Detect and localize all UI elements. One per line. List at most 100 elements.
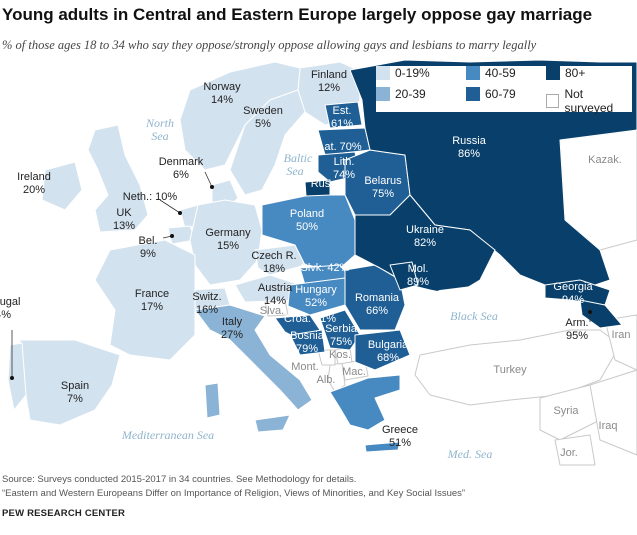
- country-iran: [604, 314, 637, 371]
- chart-title: Young adults in Central and Eastern Euro…: [2, 5, 593, 24]
- legend-item: 40-59: [466, 66, 516, 80]
- country-uk: [87, 124, 149, 233]
- legend-swatch: [466, 66, 480, 80]
- value-mol: 89%: [407, 276, 429, 288]
- label-uk: UK: [116, 207, 132, 219]
- country-estonia: [324, 101, 363, 129]
- footer-report: “Eastern and Western Europeans Differ on…: [2, 488, 466, 499]
- country-germany: [189, 199, 263, 286]
- label-lat: Lat. 70%: [318, 141, 362, 153]
- label-bel: Bel.: [139, 235, 158, 247]
- value-ireland: 20%: [23, 184, 45, 196]
- country-moldova: [389, 261, 419, 291]
- country-spain: [19, 339, 121, 426]
- label-austria: Austria: [258, 282, 293, 294]
- country-sicily: [254, 414, 291, 433]
- label-serbia: Serbia: [325, 323, 358, 335]
- legend-label: 40-59: [485, 66, 516, 80]
- value-arm: 95%: [566, 330, 588, 342]
- label-croa: Croa. 61%: [284, 313, 336, 325]
- country-france: [94, 239, 196, 361]
- country-crete: [364, 441, 401, 453]
- country-ireland: [41, 161, 83, 211]
- value-czechr: 18%: [263, 263, 285, 275]
- label-belarus: Belarus: [364, 175, 402, 187]
- country-ukraine: [354, 194, 496, 296]
- legend-swatch: [546, 66, 560, 80]
- value-denmark: 6%: [173, 169, 189, 181]
- label-sweden: Sweden: [243, 105, 283, 117]
- country-hungary: [287, 277, 346, 316]
- value-finland: 12%: [318, 82, 340, 94]
- label-switz: Switz.: [192, 291, 221, 303]
- value-sweden: 5%: [255, 118, 271, 130]
- label-georgia: Georgia: [553, 281, 593, 293]
- value-romania: 66%: [366, 305, 388, 317]
- country-bosnia: [289, 329, 326, 356]
- legend-swatch: [376, 66, 390, 80]
- label-spain: Spain: [61, 380, 89, 392]
- value-belarus: 75%: [372, 188, 394, 200]
- legend: 0-19% 40-59 80+ 20-39 60-79 Not surveyed: [376, 66, 632, 115]
- value-est: 61%: [331, 118, 353, 130]
- value-switz: 16%: [196, 304, 218, 316]
- sea-label-north-sea-1: North: [145, 116, 174, 130]
- label-slvk: Slvk. 42%: [301, 262, 350, 274]
- value-germany: 15%: [217, 240, 239, 252]
- value-russia: 86%: [458, 148, 480, 160]
- label-ukraine: Ukraine: [406, 224, 444, 236]
- country-armenia: [579, 299, 623, 329]
- sea-label-baltic-2: Sea: [286, 164, 303, 178]
- value-uk: 13%: [113, 220, 135, 232]
- not-surveyed-labels: Kazak. Slva. Kos. Mont.Alb. Mac. Turkey Syria I…: [260, 154, 631, 459]
- legend-swatch: [546, 94, 560, 108]
- label-czechr: Czech R.: [251, 250, 296, 262]
- footer-org: PEW RESEARCH CENTER: [2, 508, 126, 519]
- legend-label: 60-79: [485, 87, 516, 101]
- label-portugal: Portugal: [0, 296, 20, 308]
- label-iran: Iran: [612, 329, 631, 341]
- country-montenegro: [317, 349, 336, 366]
- label-romania: Romania: [355, 292, 400, 304]
- label-italy: Italy: [222, 316, 243, 328]
- sea-label-med-sea: Med. Sea: [447, 447, 493, 461]
- footer-source: Source: Surveys conducted 2015-2017 in 3…: [2, 474, 357, 485]
- label-mol: Mol.: [408, 263, 429, 275]
- label-mont: Mont.: [291, 361, 319, 373]
- value-poland: 50%: [296, 221, 318, 233]
- value-greece: 51%: [389, 437, 411, 449]
- legend-item: 80+: [546, 66, 585, 80]
- value-serbia: 75%: [330, 336, 352, 348]
- label-arm: Arm.: [565, 317, 588, 329]
- label-bulgaria: Bulgaria: [368, 339, 409, 351]
- europe-map: North Sea Baltic Sea Black Sea Mediterra…: [0, 58, 637, 468]
- value-bel: 9%: [140, 248, 156, 260]
- sea-label-mediterranean: Mediterranean Sea: [121, 428, 214, 442]
- label-france: France: [135, 288, 169, 300]
- value-bulgaria: 68%: [377, 352, 399, 364]
- label-germany: Germany: [205, 227, 251, 239]
- legend-item: 20-39: [376, 87, 426, 101]
- legend-label: 0-19%: [395, 66, 430, 80]
- country-turkey: [414, 329, 621, 406]
- sea-label-black-sea: Black Sea: [450, 309, 498, 323]
- label-bosnia: Bosnia: [290, 330, 325, 342]
- country-jordan: [554, 434, 596, 466]
- legend-swatch: [376, 87, 390, 101]
- value-italy: 27%: [221, 329, 243, 341]
- label-neth: Neth.: 10%: [123, 191, 178, 203]
- country-sweden: [229, 89, 306, 196]
- country-czech: [254, 244, 306, 276]
- label-slva: Slva.: [260, 305, 284, 317]
- label-hungary: Hungary: [295, 284, 337, 296]
- value-lith: 74%: [333, 169, 355, 181]
- country-iraq: [589, 369, 637, 456]
- label-russia: Russia: [452, 135, 487, 147]
- value-hungary: 52%: [305, 297, 327, 309]
- label-est: Est.: [333, 105, 352, 117]
- country-syria: [539, 384, 601, 441]
- legend-label: 80+: [565, 66, 586, 80]
- label-alb: Alb.: [317, 374, 336, 386]
- label-jor: Jor.: [560, 447, 578, 459]
